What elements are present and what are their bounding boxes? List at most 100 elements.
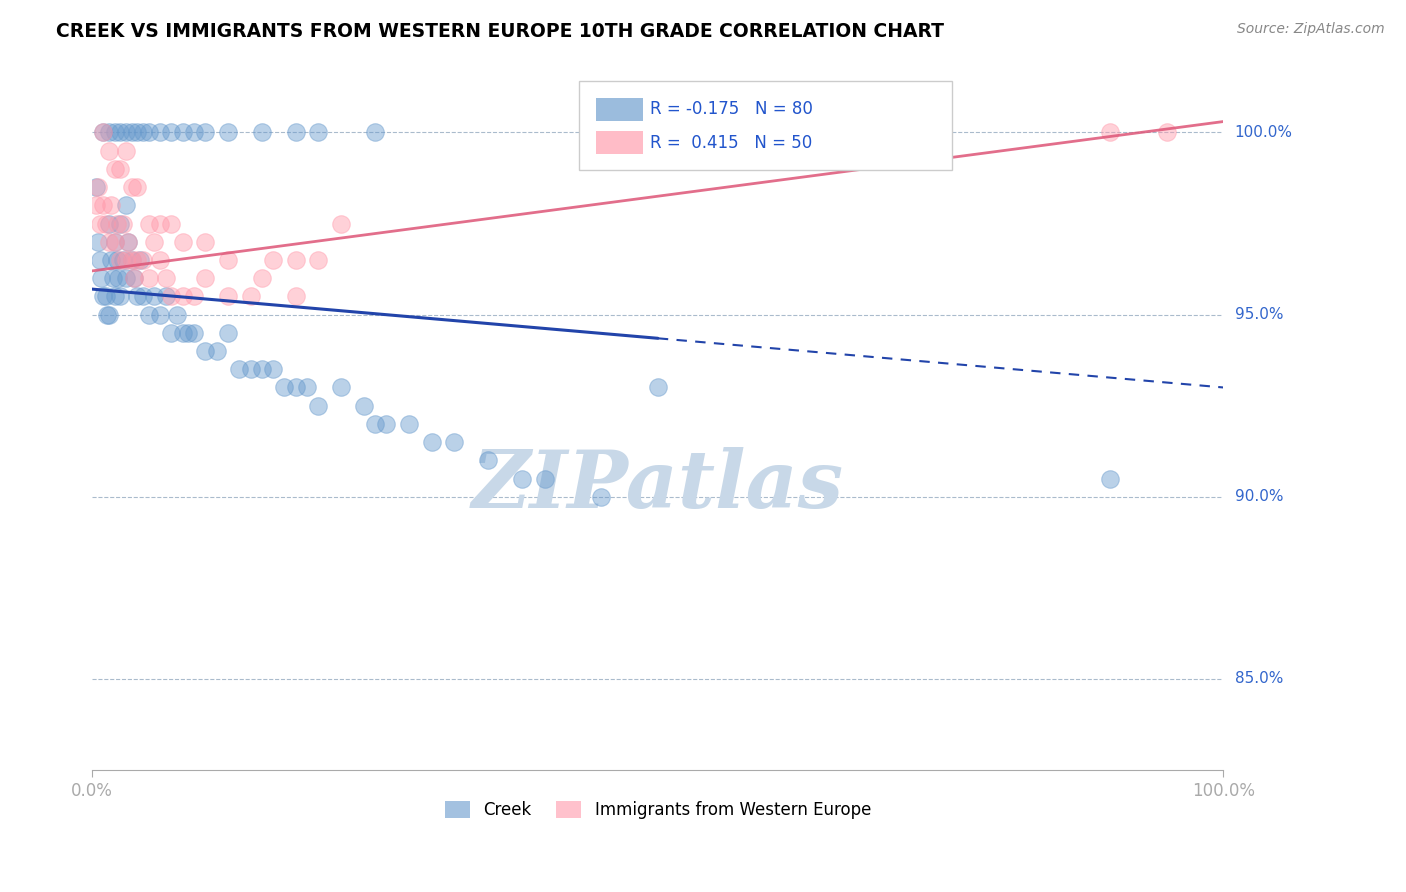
- Point: [110, 252, 132, 267]
- Point: [111, 217, 134, 231]
- Point: [110, 125, 132, 139]
- Point: [127, 252, 149, 267]
- Point: [929, 125, 952, 139]
- FancyBboxPatch shape: [596, 131, 643, 154]
- Point: [166, 308, 188, 322]
- Text: 100.0%: 100.0%: [1234, 125, 1292, 140]
- Point: [111, 252, 134, 267]
- Point: [138, 217, 160, 231]
- Point: [307, 252, 329, 267]
- Point: [89, 252, 111, 267]
- Point: [132, 289, 155, 303]
- Point: [115, 271, 138, 285]
- Point: [149, 308, 172, 322]
- Point: [84, 180, 107, 194]
- Point: [121, 252, 143, 267]
- Point: [98, 125, 121, 139]
- Point: [115, 125, 138, 139]
- Point: [87, 235, 110, 249]
- Point: [127, 289, 149, 303]
- Point: [262, 362, 284, 376]
- Point: [138, 308, 160, 322]
- Point: [194, 235, 217, 249]
- Point: [98, 235, 121, 249]
- Point: [104, 235, 127, 249]
- Point: [104, 235, 127, 249]
- Point: [160, 217, 183, 231]
- Point: [155, 289, 177, 303]
- Point: [110, 289, 132, 303]
- Point: [160, 125, 183, 139]
- Point: [172, 289, 194, 303]
- Point: [149, 125, 172, 139]
- Point: [284, 380, 307, 394]
- Point: [284, 289, 307, 303]
- Text: 90.0%: 90.0%: [1234, 490, 1284, 504]
- Point: [149, 252, 172, 267]
- Point: [533, 471, 555, 485]
- Point: [183, 289, 205, 303]
- Point: [94, 289, 117, 303]
- Point: [155, 271, 177, 285]
- Point: [194, 344, 217, 359]
- Point: [1099, 125, 1122, 139]
- Point: [132, 125, 155, 139]
- Point: [132, 252, 155, 267]
- Point: [115, 252, 138, 267]
- Point: [217, 289, 239, 303]
- Point: [250, 271, 273, 285]
- Point: [143, 289, 166, 303]
- Point: [122, 271, 145, 285]
- Point: [94, 217, 117, 231]
- Point: [104, 161, 127, 176]
- Text: ZIPatlas: ZIPatlas: [472, 447, 844, 524]
- Point: [138, 125, 160, 139]
- Point: [90, 271, 112, 285]
- Point: [273, 380, 295, 394]
- Point: [1156, 125, 1178, 139]
- Point: [98, 308, 121, 322]
- Point: [217, 125, 239, 139]
- Point: [420, 435, 443, 450]
- Point: [307, 125, 329, 139]
- Point: [364, 417, 387, 431]
- Point: [121, 125, 143, 139]
- Point: [105, 252, 128, 267]
- Point: [138, 271, 160, 285]
- Point: [100, 198, 122, 212]
- Point: [115, 144, 138, 158]
- Point: [217, 252, 239, 267]
- Point: [110, 217, 132, 231]
- Point: [100, 252, 122, 267]
- Text: R = -0.175   N = 80: R = -0.175 N = 80: [650, 100, 813, 119]
- Text: R =  0.415   N = 50: R = 0.415 N = 50: [650, 134, 813, 152]
- Point: [117, 235, 139, 249]
- Point: [194, 271, 217, 285]
- Text: 85.0%: 85.0%: [1234, 672, 1282, 687]
- Point: [96, 308, 118, 322]
- Point: [127, 180, 149, 194]
- Point: [93, 198, 115, 212]
- Point: [107, 271, 129, 285]
- Point: [183, 326, 205, 340]
- Point: [228, 362, 250, 376]
- Text: Source: ZipAtlas.com: Source: ZipAtlas.com: [1237, 22, 1385, 37]
- Point: [93, 289, 115, 303]
- FancyBboxPatch shape: [579, 81, 952, 169]
- Point: [330, 380, 353, 394]
- Point: [183, 125, 205, 139]
- Point: [89, 217, 111, 231]
- Point: [87, 180, 110, 194]
- Point: [128, 252, 150, 267]
- Point: [307, 399, 329, 413]
- Point: [510, 471, 533, 485]
- Point: [647, 380, 669, 394]
- Point: [177, 326, 200, 340]
- Point: [330, 217, 353, 231]
- Point: [98, 217, 121, 231]
- Point: [194, 125, 217, 139]
- Point: [477, 453, 499, 467]
- Point: [172, 125, 194, 139]
- Point: [93, 125, 115, 139]
- Point: [104, 125, 127, 139]
